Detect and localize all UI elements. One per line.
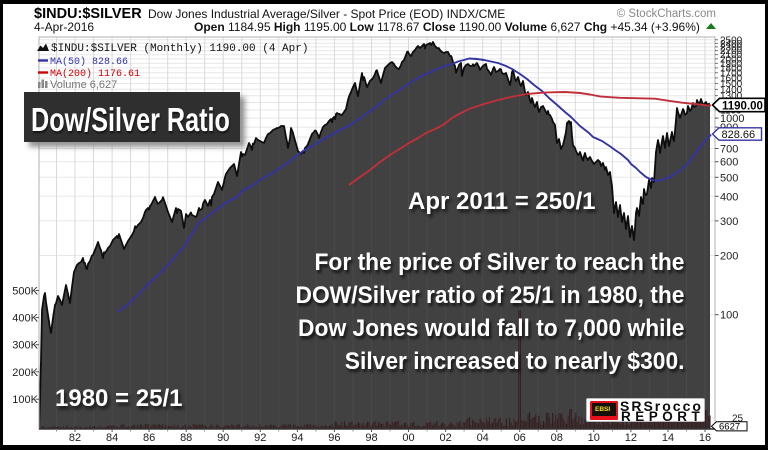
svg-text:98: 98 [365,432,377,444]
svg-text:500: 500 [720,172,738,184]
svg-text:88: 88 [180,432,192,444]
svg-text:1190.00: 1190.00 [722,100,763,112]
svg-text:1000: 1000 [720,113,744,125]
svg-text:1400: 1400 [720,85,743,96]
svg-text:25: 25 [732,414,744,425]
svg-text:16: 16 [699,432,711,444]
svg-text:2000: 2000 [720,54,743,65]
svg-text:100K: 100K [12,394,38,406]
svg-text:08: 08 [551,432,563,444]
svg-text:84: 84 [106,432,118,444]
svg-text:1900: 1900 [720,59,743,70]
svg-text:06: 06 [514,432,526,444]
svg-text:MA(200) 1176.61: MA(200) 1176.61 [50,68,140,80]
svg-text:400: 400 [720,191,738,203]
svg-text:200K: 200K [12,367,38,379]
svg-text:14: 14 [662,432,674,444]
svg-text:04: 04 [477,432,489,444]
svg-text:94: 94 [291,432,303,444]
svg-text:300K: 300K [12,340,38,352]
svg-text:828.66: 828.66 [722,129,756,141]
svg-text:2300: 2300 [720,42,743,53]
svg-text:1500: 1500 [720,79,743,90]
svg-text:300: 300 [720,216,738,228]
svg-text:Volume 6,627: Volume 6,627 [50,79,117,91]
svg-text:200: 200 [720,251,738,263]
svg-text:96: 96 [328,432,340,444]
svg-text:6627: 6627 [719,421,740,432]
svg-text:2200: 2200 [720,46,743,57]
svg-text:12: 12 [625,432,637,444]
svg-text:1700: 1700 [720,68,743,79]
svg-text:82: 82 [69,432,81,444]
svg-text:1300: 1300 [720,91,743,102]
svg-text:500K: 500K [12,286,38,298]
svg-text:2400: 2400 [720,39,743,50]
svg-text:$INDU:$SILVER (Monthly) 1190.0: $INDU:$SILVER (Monthly) 1190.00 (4 Apr) [51,43,308,55]
svg-text:MA(50) 828.66: MA(50) 828.66 [50,56,128,68]
svg-text:00: 00 [402,432,414,444]
svg-text:1800: 1800 [720,63,743,74]
svg-text:92: 92 [254,432,266,444]
svg-text:86: 86 [143,432,155,444]
svg-text:700: 700 [720,144,738,156]
svg-text:10: 10 [588,432,600,444]
svg-text:90: 90 [217,432,229,444]
svg-text:02: 02 [439,432,451,444]
svg-text:400K: 400K [12,313,38,325]
svg-text:1600: 1600 [720,73,743,84]
svg-text:100: 100 [720,310,738,322]
svg-text:600: 600 [720,157,738,169]
svg-text:2100: 2100 [720,50,743,61]
svg-text:2500: 2500 [720,35,743,46]
